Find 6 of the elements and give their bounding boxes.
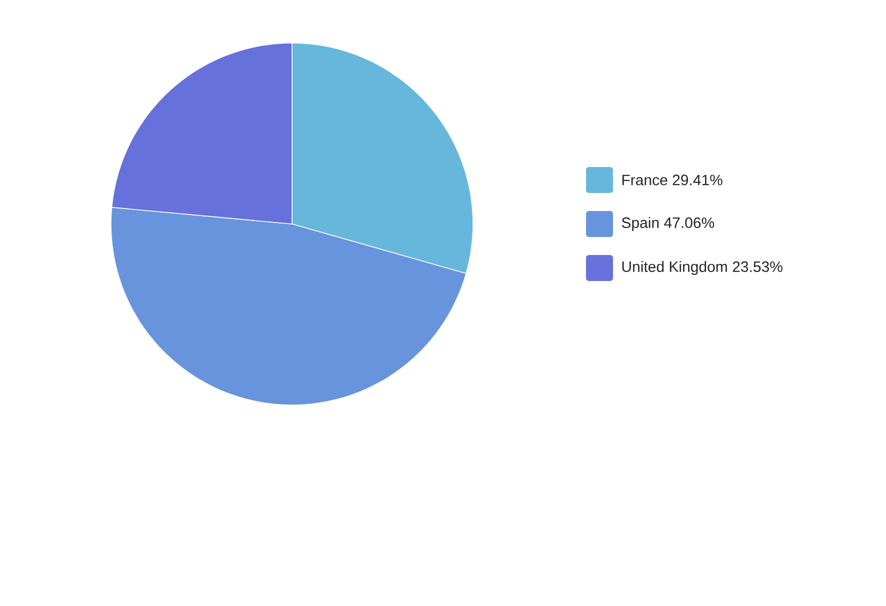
legend-label: France bbox=[622, 174, 668, 186]
data-label: 29.41% bbox=[672, 174, 722, 186]
data-label: 23.53% bbox=[732, 261, 782, 272]
legend-label: United Kingdom bbox=[622, 261, 727, 275]
legend-label: Spain bbox=[622, 217, 659, 231]
data-label: 47.06% bbox=[664, 217, 714, 228]
